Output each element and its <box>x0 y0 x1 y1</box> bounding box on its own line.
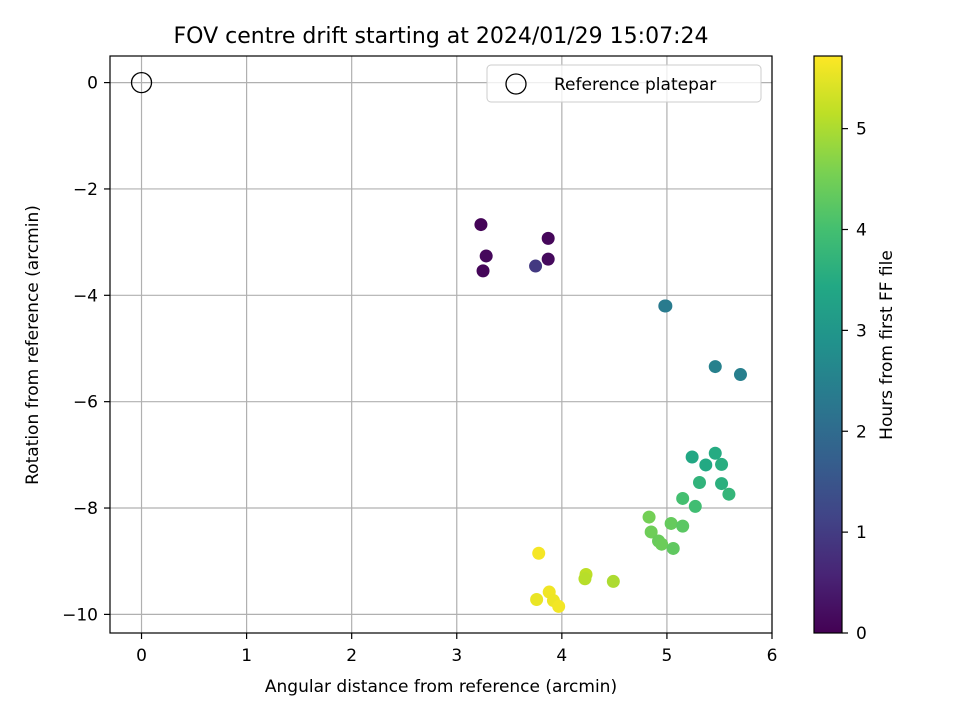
colorbar-tick-label: 2 <box>856 422 867 442</box>
colorbar-tick-label: 1 <box>856 523 867 543</box>
legend-entry-reference: Reference platepar <box>554 75 716 95</box>
data-point <box>474 218 488 232</box>
x-axis-ticks: 0 1 2 3 4 5 6 <box>136 633 777 666</box>
y-tick-label: −4 <box>73 286 98 306</box>
x-tick-label: 6 <box>767 646 778 666</box>
data-point <box>715 477 729 491</box>
y-tick-label: −10 <box>62 605 98 625</box>
colorbar: 0 1 2 3 4 5 Hours from first FF file <box>813 55 897 644</box>
data-point <box>722 487 736 501</box>
data-point <box>676 491 690 505</box>
x-axis-label: Angular distance from reference (arcmin) <box>265 677 617 697</box>
data-point <box>733 368 747 382</box>
data-point <box>685 450 699 464</box>
colorbar-tick-label: 0 <box>856 624 867 644</box>
data-point <box>529 259 543 273</box>
data-point <box>708 446 722 460</box>
data-point <box>642 510 656 524</box>
colorbar-gradient <box>813 55 843 634</box>
data-point <box>664 516 678 530</box>
y-axis-ticks: 0 −2 −4 −6 −8 −10 <box>62 74 110 625</box>
data-point <box>578 572 592 586</box>
data-point <box>699 458 713 472</box>
x-tick-label: 0 <box>136 646 147 666</box>
data-point <box>666 541 680 555</box>
y-tick-label: −6 <box>73 393 98 413</box>
data-point <box>708 360 722 374</box>
colorbar-label: Hours from first FF file <box>877 250 897 440</box>
reference-marker-group <box>130 71 153 94</box>
legend: Reference platepar <box>486 64 762 103</box>
reference-marker <box>130 71 153 94</box>
data-point <box>676 519 690 533</box>
data-point <box>541 252 555 266</box>
colorbar-ticks: 0 1 2 3 4 5 <box>842 120 867 644</box>
y-axis-label: Rotation from reference (arcmin) <box>23 205 43 485</box>
y-tick-label: −8 <box>73 499 98 519</box>
data-points <box>474 218 747 613</box>
data-point <box>606 574 620 588</box>
data-point <box>532 546 546 560</box>
x-tick-label: 4 <box>556 646 567 666</box>
grid-lines <box>110 56 773 633</box>
data-point <box>552 599 566 613</box>
y-tick-label: 0 <box>87 74 98 94</box>
colorbar-tick-label: 5 <box>856 120 867 140</box>
data-point <box>476 264 490 278</box>
legend-marker-icon <box>505 73 527 95</box>
plot-frame <box>109 55 773 634</box>
data-point <box>479 249 493 263</box>
colorbar-tick-label: 3 <box>856 321 867 341</box>
data-point <box>541 231 555 245</box>
data-point <box>715 457 729 471</box>
data-point <box>655 537 669 551</box>
x-tick-label: 1 <box>241 646 252 666</box>
x-tick-label: 3 <box>451 646 462 666</box>
plot-area: 0 1 2 3 4 5 6 0 −2 −4 −6 −8 −10 <box>62 55 777 666</box>
x-tick-label: 5 <box>662 646 673 666</box>
data-point <box>530 592 544 606</box>
data-point <box>644 525 658 539</box>
x-tick-label: 2 <box>346 646 357 666</box>
legend-box <box>486 64 762 103</box>
data-point <box>692 476 706 490</box>
y-tick-label: −2 <box>73 180 98 200</box>
chart-title: FOV centre drift starting at 2024/01/29 … <box>174 24 709 49</box>
data-point <box>688 499 702 513</box>
data-point <box>659 299 673 313</box>
colorbar-tick-label: 4 <box>856 221 867 241</box>
